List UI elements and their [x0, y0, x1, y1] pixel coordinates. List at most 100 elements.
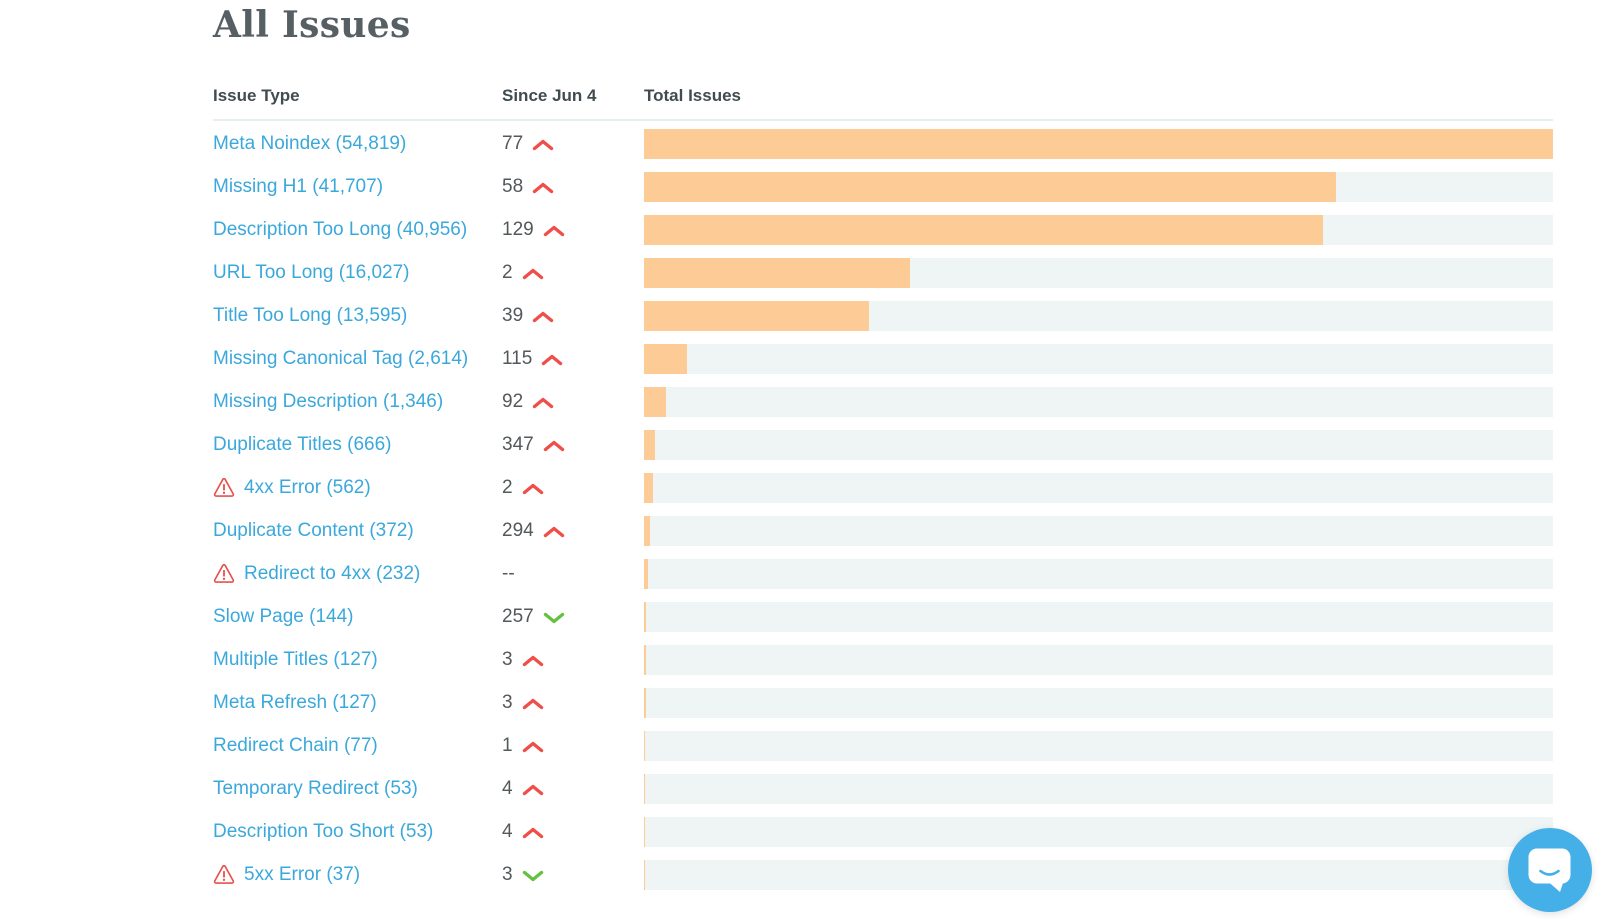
since-cell: 257: [502, 606, 644, 628]
chat-launcher-button[interactable]: [1508, 828, 1592, 912]
issue-type-cell: Title Too Long (13,595): [213, 305, 502, 327]
issue-type-link[interactable]: Duplicate Titles (666): [213, 433, 392, 455]
trend-up-icon: [522, 698, 544, 710]
trend-down-icon: [522, 870, 544, 882]
issue-type-link[interactable]: Missing Description (1,346): [213, 390, 444, 412]
since-cell: 92: [502, 391, 644, 413]
total-issues-cell: [644, 429, 1553, 460]
total-issues-cell: [644, 257, 1553, 288]
since-value: 347: [502, 433, 534, 455]
issue-type-link[interactable]: Redirect Chain (77): [213, 734, 378, 756]
issue-type-cell: 4xx Error (562): [213, 477, 502, 499]
table-body: Meta Noindex (54,819) 77: [213, 122, 1553, 896]
total-issues-bar: [644, 601, 647, 632]
total-issues-bar-track: [644, 601, 1553, 632]
issue-type-cell: Missing H1 (41,707): [213, 176, 502, 198]
issue-type-cell: Redirect to 4xx (232): [213, 563, 502, 585]
since-value: 294: [502, 519, 534, 541]
issue-type-link[interactable]: Temporary Redirect (53): [213, 777, 418, 799]
table-row: Description Too Long (40,956) 129: [213, 208, 1553, 251]
total-issues-bar-track: [644, 343, 1553, 374]
total-issues-bar-track: [644, 773, 1553, 804]
trend-up-icon: [522, 827, 544, 839]
total-issues-bar: [644, 257, 910, 288]
total-issues-bar: [644, 214, 1324, 245]
issue-type-link[interactable]: Missing Canonical Tag (2,614): [213, 347, 469, 369]
issue-type-cell: URL Too Long (16,027): [213, 262, 502, 284]
issue-type-link[interactable]: Duplicate Content (372): [213, 519, 414, 541]
since-value: 39: [502, 304, 524, 326]
column-header-total-issues: Total Issues: [644, 86, 741, 105]
since-cell: --: [502, 563, 644, 585]
issue-type-cell: Missing Description (1,346): [213, 391, 502, 413]
total-issues-cell: [644, 859, 1553, 890]
table-row: Missing Description (1,346) 92: [213, 380, 1553, 423]
issue-type-link[interactable]: Multiple Titles (127): [213, 648, 378, 670]
issue-type-link[interactable]: URL Too Long (16,027): [213, 261, 410, 283]
since-cell: 77: [502, 133, 644, 155]
table-row: Redirect to 4xx (232) --: [213, 552, 1553, 595]
total-issues-bar: [644, 128, 1553, 159]
since-value: 58: [502, 175, 524, 197]
total-issues-bar: [644, 730, 646, 761]
trend-up-icon: [532, 182, 554, 194]
total-issues-bar-track: [644, 171, 1553, 202]
since-cell: 294: [502, 520, 644, 542]
table-row: Description Too Short (53) 4: [213, 810, 1553, 853]
total-issues-bar-track: [644, 429, 1553, 460]
total-issues-bar-track: [644, 730, 1553, 761]
issue-type-link[interactable]: Missing H1 (41,707): [213, 175, 384, 197]
issue-type-cell: 5xx Error (37): [213, 864, 502, 886]
total-issues-bar-track: [644, 558, 1553, 589]
issue-type-cell: Meta Noindex (54,819): [213, 133, 502, 155]
issue-type-link[interactable]: Title Too Long (13,595): [213, 304, 408, 326]
trend-up-icon: [522, 741, 544, 753]
since-value: 1: [502, 734, 513, 756]
issue-type-cell: Slow Page (144): [213, 606, 502, 628]
total-issues-bar: [644, 472, 654, 503]
since-cell: 2: [502, 477, 644, 499]
issue-type-link[interactable]: Redirect to 4xx (232): [244, 562, 421, 584]
issue-type-link[interactable]: 4xx Error (562): [244, 476, 371, 498]
column-header-since: Since Jun 4: [502, 86, 597, 105]
total-issues-bar: [644, 687, 647, 718]
table-header: Issue Type Since Jun 4 Total Issues: [213, 86, 1553, 121]
issue-type-cell: Duplicate Content (372): [213, 520, 502, 542]
warning-triangle-icon: [213, 864, 235, 885]
since-value: 92: [502, 390, 524, 412]
since-cell: 115: [502, 348, 644, 370]
total-issues-cell: [644, 730, 1553, 761]
issue-type-link[interactable]: Description Too Short (53): [213, 820, 434, 842]
trend-up-icon: [532, 139, 554, 151]
issue-type-link[interactable]: 5xx Error (37): [244, 863, 361, 885]
since-value: 257: [502, 605, 534, 627]
total-issues-cell: [644, 214, 1553, 245]
total-issues-cell: [644, 644, 1553, 675]
since-value: 3: [502, 691, 513, 713]
total-issues-bar: [644, 773, 645, 804]
table-row: 5xx Error (37) 3: [213, 853, 1553, 896]
issue-type-cell: Multiple Titles (127): [213, 649, 502, 671]
issue-type-link[interactable]: Slow Page (144): [213, 605, 354, 627]
trend-up-icon: [543, 225, 565, 237]
since-cell: 39: [502, 305, 644, 327]
total-issues-bar-track: [644, 816, 1553, 847]
total-issues-cell: [644, 773, 1553, 804]
total-issues-bar: [644, 558, 648, 589]
table-row: Redirect Chain (77) 1: [213, 724, 1553, 767]
since-value: 4: [502, 820, 513, 842]
trend-up-icon: [522, 655, 544, 667]
issue-type-cell: Duplicate Titles (666): [213, 434, 502, 456]
total-issues-bar-track: [644, 214, 1553, 245]
table-row: Meta Refresh (127) 3: [213, 681, 1553, 724]
warning-triangle-icon: [213, 477, 235, 498]
issue-type-link[interactable]: Meta Noindex (54,819): [213, 132, 407, 154]
since-cell: 347: [502, 434, 644, 456]
since-cell: 4: [502, 821, 644, 843]
since-value: 2: [502, 476, 513, 498]
since-value: 77: [502, 132, 524, 154]
issue-type-link[interactable]: Meta Refresh (127): [213, 691, 377, 713]
issue-type-cell: Missing Canonical Tag (2,614): [213, 348, 502, 370]
trend-up-icon: [532, 397, 554, 409]
issue-type-link[interactable]: Description Too Long (40,956): [213, 218, 468, 240]
